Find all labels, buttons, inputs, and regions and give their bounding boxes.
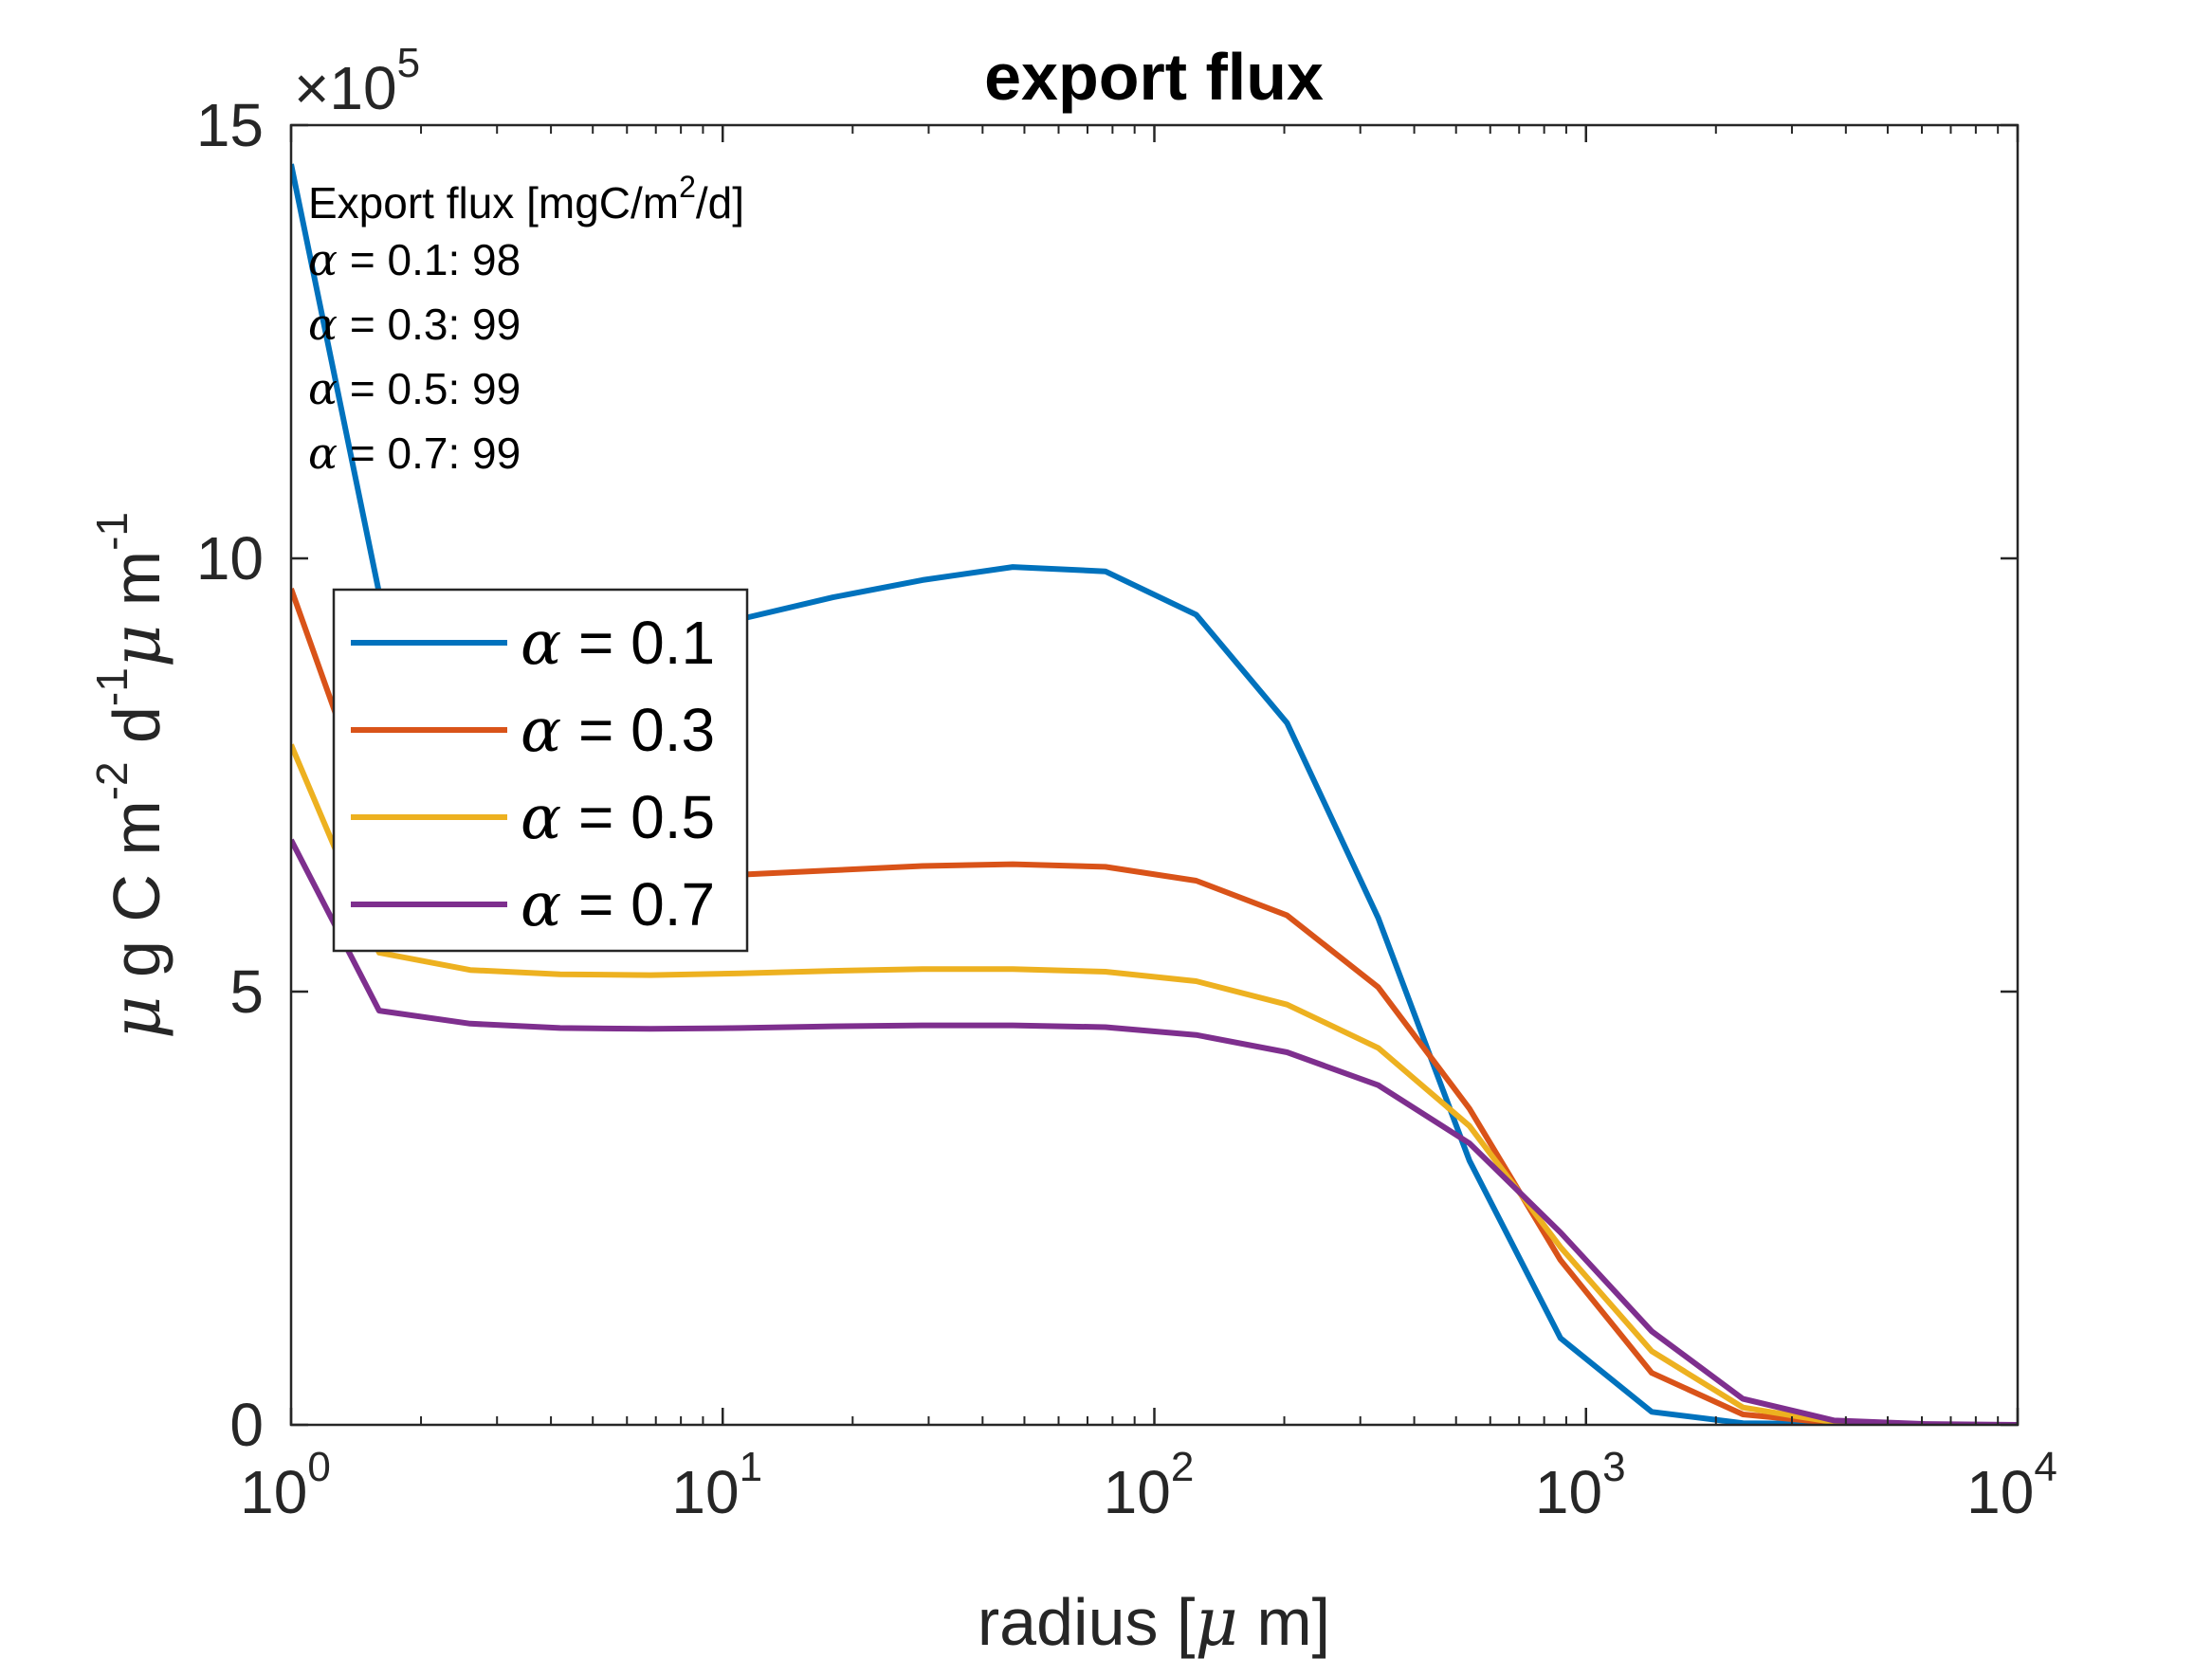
annotation-value: = 0.7: 99: [338, 428, 521, 478]
x-axis-label-part: radius [: [978, 1585, 1196, 1659]
legend-value: = 0.7: [561, 870, 715, 939]
y-tick-label-0: 0: [229, 1391, 264, 1459]
x-tick-exponent: 2: [1171, 1444, 1194, 1490]
x-tick-label-2: 102: [1104, 1444, 1195, 1526]
x-tick-base: 10: [671, 1458, 739, 1526]
x-tick-base: 10: [1104, 1458, 1171, 1526]
y-axis-label-part: d: [100, 706, 174, 761]
legend-value: = 0.5: [561, 783, 715, 851]
y-tick-label-1: 5: [229, 957, 264, 1026]
y-axis-label-part: -2: [87, 761, 137, 800]
x-axis-label-part: m]: [1238, 1585, 1330, 1659]
annotation-alpha: α: [308, 363, 338, 414]
x-tick-exponent: 3: [1602, 1444, 1625, 1490]
annotation-value: = 0.1: 98: [338, 235, 521, 284]
annotation-header-text: /d]: [696, 178, 744, 228]
y-axis-label-part: m: [100, 551, 174, 625]
x-tick-base: 10: [1966, 1458, 2034, 1526]
x-tick-base: 10: [1535, 1458, 1602, 1526]
chart-title: export flux: [984, 40, 1324, 114]
annotation-alpha: α: [308, 428, 338, 479]
annotation-header: Export flux [mgC/m2/d]: [308, 170, 744, 228]
legend: α = 0.1α = 0.3α = 0.5α = 0.7: [332, 588, 749, 953]
series-line-2: [291, 743, 2018, 1425]
x-axis-label-part: μ: [1195, 1583, 1238, 1659]
legend-value: = 0.1: [561, 609, 715, 677]
legend-label-1: α = 0.3: [521, 696, 715, 766]
y-axis-label-part: μ: [98, 625, 175, 668]
x-axis-label: radius [μ m]: [978, 1583, 1330, 1659]
annotation-value: = 0.3: 99: [338, 300, 521, 349]
annotation-header-text: Export flux [mgC/m: [308, 178, 679, 228]
legend-value: = 0.3: [561, 696, 715, 764]
y-axis-label-part: -1: [87, 512, 137, 551]
legend-label-2: α = 0.5: [521, 783, 715, 853]
annotation-line-0: α = 0.1: 98: [308, 234, 521, 285]
annotation-alpha: α: [308, 234, 338, 285]
series-line-3: [291, 838, 2018, 1425]
x-tick-base: 10: [240, 1458, 307, 1526]
annotation-alpha: α: [308, 299, 338, 350]
x-tick-exponent: 4: [2034, 1444, 2057, 1490]
y-axis-label: μ g C m-2 d-1μ m-1: [87, 512, 175, 1039]
legend-alpha: α: [521, 696, 561, 766]
legend-alpha: α: [521, 870, 561, 940]
annotation-line-2: α = 0.5: 99: [308, 363, 521, 414]
y-tick-label-2: 10: [196, 524, 264, 592]
annotation-line-1: α = 0.3: 99: [308, 299, 521, 350]
x-tick-exponent: 1: [740, 1444, 762, 1490]
y-axis-label-part: -1: [87, 667, 137, 706]
legend-label-3: α = 0.7: [521, 870, 715, 940]
y-multiplier-exponent: 5: [397, 40, 420, 86]
x-tick-label-1: 101: [671, 1444, 762, 1526]
legend-alpha: α: [521, 609, 561, 679]
y-axis-label-part: μ: [98, 996, 175, 1040]
annotation-line-3: α = 0.7: 99: [308, 428, 521, 479]
y-axis-label-part: g C m: [100, 800, 174, 995]
x-tick-label-3: 103: [1535, 1444, 1626, 1526]
legend-label-0: α = 0.1: [521, 609, 715, 679]
annotation-value: = 0.5: 99: [338, 364, 521, 413]
y-multiplier-base: 10: [329, 54, 396, 122]
y-multiplier: ×105: [294, 40, 420, 122]
legend-alpha: α: [521, 783, 561, 853]
y-multiplier-times: ×: [294, 54, 329, 122]
legend-box: [332, 588, 749, 953]
y-tick-label-3: 15: [196, 91, 264, 159]
x-tick-label-0: 100: [240, 1444, 331, 1526]
x-tick-exponent: 0: [307, 1444, 330, 1490]
x-tick-label-4: 104: [1966, 1444, 2057, 1526]
annotation-header-sup: 2: [679, 170, 696, 204]
